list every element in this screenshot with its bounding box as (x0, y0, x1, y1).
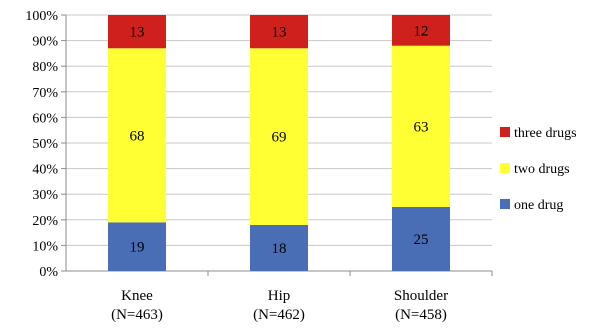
y-tick-label: 10% (32, 239, 58, 254)
legend: three drugs two drugs one drug (500, 126, 577, 213)
bar-segment (250, 15, 308, 49)
data-label: 13 (130, 25, 145, 41)
y-axis-tick-labels: 0% 10% 20% 30% 40% 50% 60% 70% 80% 90% 100% (25, 9, 58, 280)
data-label: 63 (414, 119, 429, 135)
legend-swatch (500, 127, 510, 137)
legend-label: three drugs (514, 126, 577, 141)
y-tick-label: 30% (32, 188, 58, 203)
y-tick-label: 40% (32, 163, 58, 178)
bar-segment (108, 222, 166, 271)
y-tick-label: 0% (39, 265, 58, 280)
y-tick-label: 50% (32, 137, 58, 152)
y-tick-label: 80% (32, 60, 58, 75)
legend-swatch (500, 163, 510, 173)
legend-swatch (500, 199, 510, 209)
bar-segment (108, 48, 166, 223)
data-label: 19 (130, 240, 145, 256)
legend-label: one drug (514, 198, 563, 213)
bar-segment (250, 48, 308, 225)
bar-segment (392, 15, 450, 46)
y-tick-label: 60% (32, 111, 58, 126)
x-category-label: Knee (121, 288, 153, 304)
x-category-label: Hip (268, 288, 291, 304)
data-label: 12 (414, 23, 429, 39)
bar-segment (392, 207, 450, 271)
y-tick-label: 70% (32, 86, 58, 101)
y-tick-label: 100% (25, 9, 58, 24)
data-label: 68 (130, 128, 145, 144)
x-category-sublabel: (N=463) (111, 307, 163, 323)
x-category-sublabel: (N=462) (253, 307, 305, 323)
legend-label: two drugs (514, 162, 570, 177)
x-category-sublabel: (N=458) (395, 307, 447, 323)
x-axis-labels: Knee (N=463) Hip (N=462) Shoulder (N=458) (111, 288, 448, 323)
bar-segments (108, 15, 450, 271)
data-label: 25 (414, 232, 429, 248)
bar-segment (108, 15, 166, 49)
bar-segment (392, 45, 450, 207)
x-category-label: Shoulder (394, 288, 448, 304)
bar-segment (250, 224, 308, 271)
data-labels: 19 68 13 18 69 13 25 63 12 (130, 23, 429, 257)
y-tick-label: 90% (32, 35, 58, 50)
y-tick-label: 20% (32, 214, 58, 229)
data-label: 69 (272, 130, 287, 146)
data-label: 13 (272, 25, 287, 41)
data-label: 18 (272, 241, 287, 257)
